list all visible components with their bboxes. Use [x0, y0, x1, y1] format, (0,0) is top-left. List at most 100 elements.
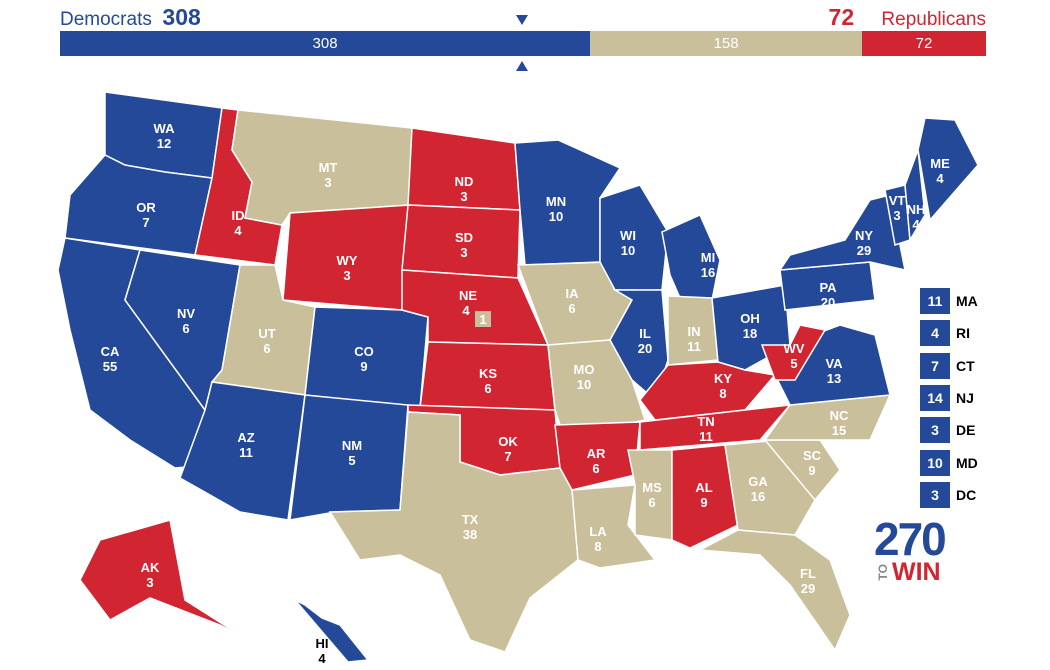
- state-al[interactable]: [671, 444, 739, 549]
- state-ms[interactable]: [627, 449, 673, 541]
- state-label-ny: NY: [855, 228, 873, 243]
- small-state-ev-md[interactable]: 10: [920, 449, 950, 476]
- state-ev-wi: 10: [621, 243, 635, 258]
- republicans-ev-count: 72: [828, 4, 855, 30]
- ne-district-box[interactable]: [475, 311, 491, 327]
- state-nh[interactable]: [904, 149, 926, 243]
- state-wv[interactable]: [760, 324, 827, 381]
- tally-segment-dem: 308: [60, 31, 591, 56]
- state-ev-al: 9: [700, 495, 707, 510]
- state-ar[interactable]: [554, 421, 641, 491]
- small-state-abbr-ri: RI: [956, 325, 970, 342]
- state-label-fl: FL: [800, 566, 816, 581]
- state-ev-ok: 7: [504, 449, 511, 464]
- state-label-me: ME: [930, 156, 950, 171]
- state-ev-la: 8: [594, 539, 601, 554]
- electoral-tally-bar: 308 158 72: [60, 31, 986, 56]
- state-ev-nh: 4: [912, 217, 920, 232]
- state-label-nm: NM: [342, 438, 362, 453]
- state-ev-ms: 6: [648, 495, 655, 510]
- state-ev-sc: 9: [808, 463, 815, 478]
- state-nc[interactable]: [763, 394, 892, 441]
- state-ev-ia: 6: [568, 301, 575, 316]
- state-ev-id: 4: [234, 223, 242, 238]
- state-ev-ny: 29: [857, 243, 871, 258]
- state-ev-or: 7: [142, 215, 149, 230]
- state-label-ky: KY: [714, 371, 732, 386]
- democrats-ev-count: 308: [162, 4, 201, 30]
- state-hi[interactable]: [294, 599, 370, 663]
- state-tx[interactable]: [328, 411, 579, 653]
- state-label-sc: SC: [803, 448, 822, 463]
- state-ev-me: 4: [936, 171, 944, 186]
- small-state-ev-dc[interactable]: 3: [920, 481, 950, 508]
- state-ev-nm: 5: [348, 453, 355, 468]
- state-ev-wv: 5: [790, 356, 797, 371]
- small-state-abbr-dc: DC: [956, 486, 977, 503]
- small-state-ri[interactable]: 4 RI: [920, 320, 970, 347]
- republicans-total: 72 Republicans: [829, 4, 986, 31]
- state-ev-wa: 12: [157, 136, 171, 151]
- state-label-pa: PA: [819, 280, 837, 295]
- state-label-or: OR: [136, 200, 156, 215]
- state-ev-nc: 15: [832, 423, 846, 438]
- state-label-ks: KS: [479, 366, 497, 381]
- state-ev-mi: 16: [701, 265, 715, 280]
- small-state-ev-ri[interactable]: 4: [920, 320, 950, 347]
- ne-district-ev: 1: [479, 312, 486, 327]
- state-fl[interactable]: [697, 529, 851, 652]
- small-state-ev-de[interactable]: 3: [920, 417, 950, 444]
- state-ev-tx: 38: [463, 527, 477, 542]
- small-state-ev-ma[interactable]: 11: [920, 288, 950, 314]
- state-il[interactable]: [609, 289, 669, 402]
- small-state-de[interactable]: 3 DE: [920, 417, 976, 444]
- small-state-ev-nj[interactable]: 14: [920, 384, 950, 411]
- state-ev-in: 11: [687, 339, 701, 354]
- state-label-mi: MI: [701, 250, 715, 265]
- logo-to: TO: [876, 564, 890, 581]
- small-state-md[interactable]: 10 MD: [920, 449, 978, 476]
- state-ev-hi: 4: [318, 651, 326, 666]
- state-label-oh: OH: [740, 311, 760, 326]
- tally-segment-toss: 158: [590, 31, 863, 56]
- state-co[interactable]: [304, 306, 429, 409]
- state-label-tx: TX: [462, 512, 479, 527]
- state-ev-oh: 18: [743, 326, 757, 341]
- state-label-mo: MO: [574, 362, 595, 377]
- small-state-abbr-de: DE: [956, 422, 976, 439]
- state-label-in: IN: [688, 324, 701, 339]
- state-label-ut: UT: [258, 326, 275, 341]
- state-ny[interactable]: [778, 194, 906, 271]
- small-state-dc[interactable]: 3 DC: [920, 481, 977, 508]
- small-state-nj[interactable]: 14 NJ: [920, 384, 974, 411]
- state-ev-mt: 3: [324, 175, 331, 190]
- 270-marker-down-icon: [516, 15, 528, 25]
- state-label-ga: GA: [748, 474, 768, 489]
- state-label-sd: SD: [455, 230, 473, 245]
- state-label-mt: MT: [319, 160, 338, 175]
- state-tn[interactable]: [639, 404, 792, 451]
- state-label-wi: WI: [620, 228, 636, 243]
- democrats-total: Democrats 308: [60, 4, 201, 31]
- small-state-ev-ct[interactable]: 7: [920, 352, 950, 379]
- state-label-wy: WY: [337, 253, 358, 268]
- small-state-abbr-nj: NJ: [956, 389, 974, 406]
- state-ev-mo: 10: [577, 377, 591, 392]
- democrats-label: Democrats: [60, 9, 152, 30]
- small-state-abbr-ma: MA: [956, 293, 978, 309]
- state-ev-ky: 8: [719, 386, 726, 401]
- state-me[interactable]: [917, 117, 979, 222]
- state-ak[interactable]: [79, 519, 241, 636]
- state-ev-ar: 6: [592, 461, 599, 476]
- state-label-co: CO: [354, 344, 374, 359]
- state-label-ne: NE: [459, 288, 477, 303]
- republicans-label: Republicans: [881, 9, 986, 30]
- state-ev-az: 11: [239, 445, 253, 460]
- state-label-wv: WV: [784, 341, 805, 356]
- small-state-abbr-ct: CT: [956, 357, 975, 374]
- small-state-ma[interactable]: 11 MA: [920, 288, 978, 314]
- state-ev-ks: 6: [484, 381, 491, 396]
- small-state-ct[interactable]: 7 CT: [920, 352, 975, 379]
- state-label-nv: NV: [177, 306, 195, 321]
